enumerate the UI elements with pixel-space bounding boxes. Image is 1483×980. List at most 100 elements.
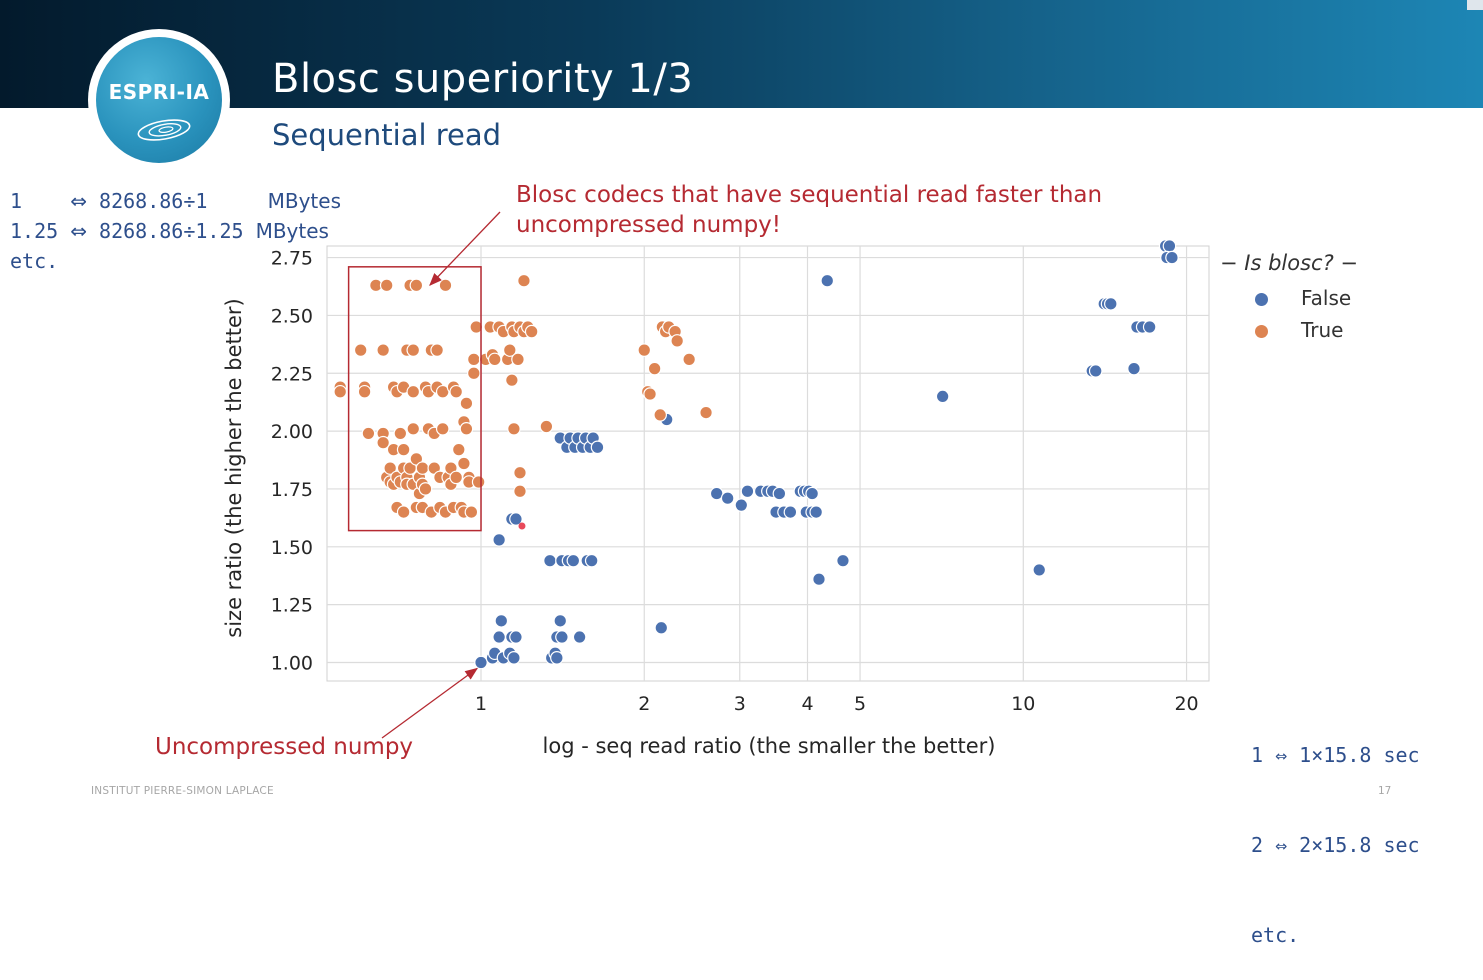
- point-true: [357, 384, 372, 399]
- y-tick-label: 2.50: [271, 305, 313, 327]
- size-note-unit: MBytes: [255, 219, 329, 243]
- point-true: [637, 343, 652, 357]
- annotation-line: uncompressed numpy!: [516, 212, 781, 238]
- point-true: [451, 442, 466, 457]
- legend-marker: [1255, 325, 1268, 338]
- point-true: [467, 366, 481, 381]
- y-tick-label: 2.75: [271, 248, 313, 270]
- slide-title: Blosc superiority 1/3: [272, 56, 694, 102]
- size-unit-note: 1 ⇔ 8268.86÷1 MBytes 1.25 ⇔ 8268.86÷1.25…: [10, 186, 341, 276]
- point-true: [459, 421, 474, 436]
- y-axis-label: size ratio (the higher the better): [222, 298, 246, 637]
- size-note-row: 1 ⇔ 8268.86÷1 MBytes: [10, 186, 341, 216]
- point-true: [513, 484, 527, 499]
- point-true: [464, 505, 479, 519]
- size-note-expression: 8268.86÷1.25: [99, 219, 256, 243]
- point-false: [720, 491, 735, 506]
- point-true: [682, 352, 696, 367]
- point-false: [494, 614, 509, 628]
- point-false: [935, 389, 950, 404]
- blosc-faster-annotation: Blosc codecs that have sequential read f…: [516, 180, 1102, 240]
- point-true: [469, 320, 484, 334]
- point-false: [1104, 297, 1118, 311]
- point-false: [1142, 320, 1157, 334]
- point-true: [383, 461, 397, 475]
- page-number: 17: [1378, 785, 1392, 797]
- highlight-box: [347, 266, 482, 532]
- point-false: [836, 553, 850, 568]
- x-axis-ticks: 1 2 3 4 5 10 20: [475, 693, 1199, 715]
- point-true: [471, 475, 486, 489]
- x-tick-label: 10: [1011, 693, 1035, 715]
- point-true: [376, 435, 390, 450]
- size-note-value: 1: [10, 189, 71, 213]
- plot-frame: [326, 245, 1210, 682]
- point-true: [430, 343, 444, 357]
- point-true: [406, 421, 421, 436]
- point-false: [1088, 364, 1103, 378]
- x-tick-label: 20: [1174, 693, 1198, 715]
- point-true: [435, 421, 450, 436]
- legend-title-text: Is blosc?: [1244, 251, 1334, 275]
- corner-mark: [1467, 0, 1483, 10]
- point-false: [1162, 239, 1177, 253]
- x-axis-label: log - seq read ratio (the smaller the be…: [543, 734, 996, 758]
- point-false: [555, 630, 569, 644]
- slide-subtitle: Sequential read: [272, 118, 502, 152]
- grid-lines: [327, 246, 1209, 681]
- point-true: [449, 470, 463, 485]
- point-true: [396, 505, 411, 519]
- espri-ia-logo: ESPRI-IA: [88, 29, 230, 171]
- point-false: [590, 440, 605, 455]
- point-false: [1032, 563, 1047, 577]
- annotation-arrow-numpy: [381, 667, 479, 739]
- y-tick-label: 2.00: [271, 421, 313, 443]
- y-axis-ticks: 1.00 1.25 1.50 1.75 2.00 2.25 2.50 2.75: [271, 248, 313, 675]
- size-note-value: 1.25: [10, 219, 71, 243]
- x-tick-label: 5: [854, 693, 866, 715]
- point-false: [550, 651, 564, 665]
- x-tick-label: 2: [638, 693, 650, 715]
- highlight-point: [518, 522, 526, 530]
- equivalence-symbol: ⇔: [70, 219, 87, 243]
- point-false: [1127, 361, 1141, 376]
- x-tick-label: 1: [475, 693, 487, 715]
- point-true: [353, 343, 368, 357]
- logo-swirl-icon: [137, 119, 191, 141]
- slide-header: [0, 0, 1483, 108]
- annotation-overlay: [347, 211, 526, 739]
- point-true: [438, 278, 453, 293]
- point-false: [809, 505, 823, 519]
- scatter-chart: 1 2 3 4 5 10 20 1.00 1.25 1.50 1.75 2.00 2.25 2.50 2.…: [222, 211, 1210, 758]
- point-true: [393, 426, 408, 441]
- point-false: [734, 498, 749, 512]
- point-true: [643, 387, 657, 401]
- point-true: [502, 343, 517, 357]
- point-true: [409, 452, 424, 466]
- plot-area: [326, 245, 1210, 682]
- point-true: [507, 421, 521, 436]
- point-true: [524, 324, 539, 339]
- point-false: [654, 620, 669, 635]
- annotation-line: Blosc codecs that have sequential read f…: [516, 182, 1103, 208]
- point-true: [409, 278, 424, 293]
- time-note-row: 2 ⇔ 2×15.8 sec: [1251, 833, 1420, 857]
- point-true: [449, 384, 463, 399]
- point-true: [361, 426, 376, 441]
- time-note-row: 1 ⇔ 1×15.8 sec: [1251, 743, 1420, 767]
- point-false: [543, 553, 557, 568]
- size-note-expression: 8268.86÷1: [99, 189, 268, 213]
- point-true: [699, 405, 713, 420]
- point-true: [415, 461, 430, 475]
- point-true: [467, 352, 481, 367]
- point-true: [376, 343, 390, 357]
- y-tick-label: 2.25: [271, 363, 313, 385]
- y-tick-label: 1.25: [271, 595, 313, 617]
- size-note-unit: MBytes: [267, 189, 341, 213]
- annotation-arrow-box: [429, 211, 501, 286]
- point-false: [572, 630, 587, 644]
- point-false: [566, 553, 581, 568]
- logo-disc: ESPRI-IA: [96, 37, 222, 163]
- point-true: [459, 396, 474, 411]
- x-tick-label: 4: [801, 693, 813, 715]
